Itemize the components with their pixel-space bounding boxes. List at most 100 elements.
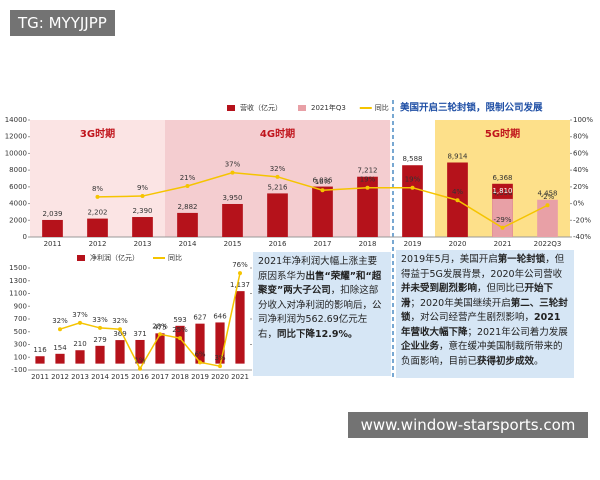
watermark: www.window-starsports.com [348,412,588,438]
bar [135,339,145,364]
point [178,336,182,341]
bar [492,198,513,237]
y2-tick-label: 80% [573,133,589,141]
value-label: 8,914 [447,153,468,161]
note-text: ；2020年美国继续开启 [410,297,511,309]
point [238,271,242,276]
y-tick-label: 1500 [9,264,27,272]
point [118,327,122,332]
note-text: 2021年营收大幅下降 [401,312,561,338]
value-label: 593 [173,316,186,324]
value-label: 9% [137,184,148,192]
y-tick-label: 12000 [5,133,27,141]
point [198,360,202,365]
point [95,194,100,199]
value-label: 210 [73,340,86,348]
note: 2021年净利润大幅上涨主要原因系华为出售“荣耀”和“超聚变”两大子公司，扣除这… [253,252,391,376]
legend-label: 2021年Q3 [311,103,346,112]
value-label: 37% [72,311,88,319]
y-tick-label: 2000 [9,216,27,224]
point [58,327,62,332]
x-tick-label: 2018 [171,373,189,381]
value-label: 4,558 [492,189,512,197]
watermark: TG: MYYJJPP [10,10,115,36]
headline: 美国开启三轮封锁，限制公司发展 [399,102,543,114]
bar [357,176,378,237]
bar [267,193,288,237]
bar [215,322,225,364]
x-tick-label: 2011 [44,240,62,248]
y-tick-label: -100 [11,366,27,374]
bar [155,333,165,364]
x-tick-label: 2013 [134,240,152,248]
value-label: 116 [33,346,47,354]
x-tick-label: 2015 [111,373,129,381]
value-label: 76% [232,261,248,269]
bar [42,219,63,237]
value-label: 16% [315,178,331,186]
x-tick-label: 2018 [359,240,377,248]
legend-label: 净利润（亿元） [90,253,139,262]
value-label: 32% [52,317,68,325]
bar [312,186,333,237]
point [218,364,222,369]
note-text: 2019年5月，美国开启 [401,254,498,265]
value-label: 279 [93,336,106,344]
value-label: -2% [541,193,555,201]
legend-label: 营收（亿元） [240,103,282,112]
value-label: 2,882 [177,203,197,211]
value-label: 7,212 [357,167,377,175]
point [545,203,550,208]
y-tick-label: 14000 [5,116,27,124]
value-label: 28% [152,322,168,330]
y-tick-label: 1100 [9,290,27,298]
note-text: 企业业务 [401,341,440,352]
bar [222,203,243,237]
legend-label: 同比 [168,253,182,262]
value-label: 4% [452,188,463,196]
note-text: ，但得益于5G发展背景，2020年公司营收 [401,254,565,280]
point [320,188,325,193]
legend-label: 同比 [375,103,389,112]
period-label: 4G时期 [260,127,295,140]
period-label: 3G时期 [80,127,115,140]
legend-swatch [77,255,85,261]
value-label: 8,588 [402,155,422,163]
point [98,325,102,330]
bar [195,323,205,364]
y2-tick-label: 40% [573,166,589,174]
x-tick-label: 2011 [31,373,49,381]
y-tick-label: 6000 [9,183,27,191]
value-label: 4,458 [537,190,557,198]
note-text: ，意在缓冲美国制裁所带来的负面影响，目前已 [401,341,563,367]
y2-tick-label: -40% [573,233,591,241]
value-label: 154 [53,344,67,352]
bar [132,217,153,237]
value-label: 2,202 [87,209,107,217]
note-text: ，但同比已 [477,283,525,294]
x-tick-label: 2019 [191,373,209,381]
value-label: 32% [112,317,128,325]
point [275,174,280,179]
y-tick-label: 500 [14,328,27,336]
point [138,366,142,371]
note-text: ，对公司经营产生剧烈影响， [410,312,535,323]
note: 2019年5月，美国开启第一轮封锁，但得益于5G发展背景，2020年公司营收并未… [396,250,574,378]
point [455,198,460,203]
value-label: 2,390 [132,207,152,215]
value-label: 25% [172,326,188,334]
x-tick-label: 2021 [231,373,249,381]
value-label: -29% [493,216,511,224]
y2-tick-label: 20% [573,183,589,191]
note-text: 第二、三轮封锁 [401,297,568,324]
point [140,194,145,199]
value-label: 33% [92,316,108,324]
note-text: 获得初步成效 [477,355,535,367]
y2-tick-label: 60% [573,149,589,157]
bar [402,165,423,237]
y2-tick-label: 100% [573,116,593,124]
bar [177,212,198,237]
bar [537,199,558,237]
value-label: 19% [405,176,421,184]
